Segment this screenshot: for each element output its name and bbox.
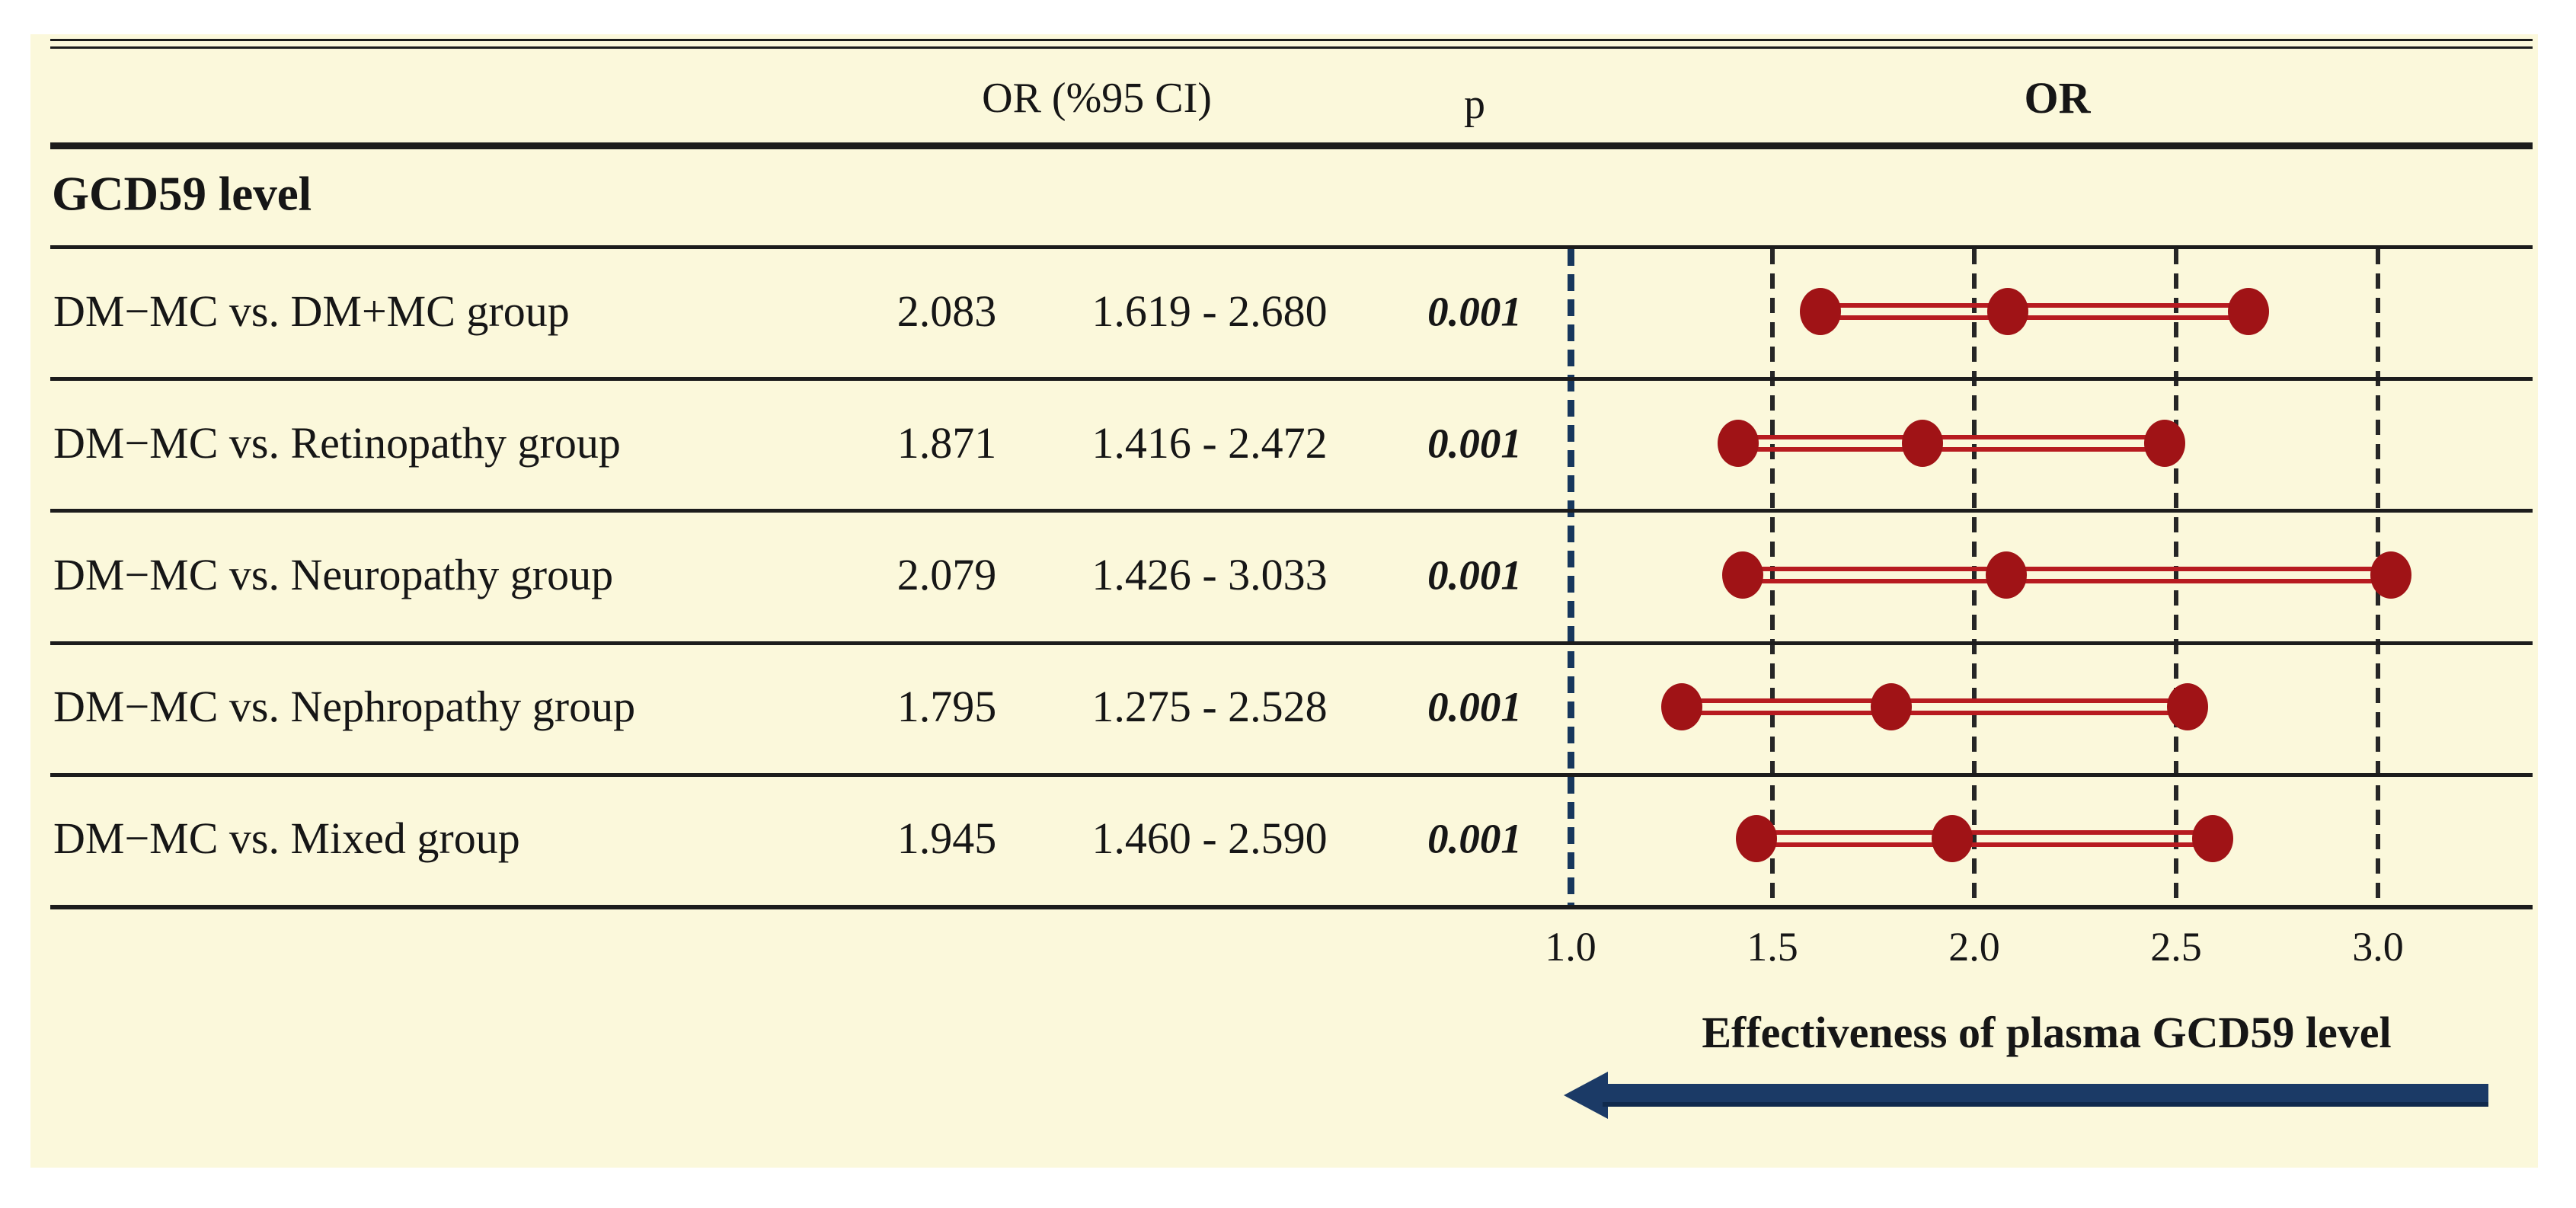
ci-connector [1820, 302, 2249, 320]
forest-plot-figure: OR (%95 CI) p OR GCD59 level DM−MC vs. D… [30, 34, 2538, 1168]
row-label: DM−MC vs. Mixed group [53, 813, 520, 864]
ci-connector [1756, 830, 2213, 848]
or-marker [1901, 419, 1943, 467]
row-separator [50, 641, 2533, 645]
or-value: 1.945 [896, 813, 997, 864]
ci-value: 1.275 - 2.528 [1091, 682, 1328, 732]
or-marker [1985, 551, 2027, 599]
ci-marker-high [2191, 815, 2233, 863]
ci-value: 1.460 - 2.590 [1091, 813, 1328, 864]
ci-connector [1681, 698, 2188, 716]
ci-value: 1.416 - 2.472 [1091, 417, 1328, 468]
or-marker [1931, 815, 1973, 863]
row-label: DM−MC vs. Nephropathy group [53, 682, 636, 732]
ci-marker-low [1721, 551, 1763, 599]
row-separator [50, 772, 2533, 777]
ci-marker-low [1718, 419, 1759, 467]
p-value: 0.001 [1427, 551, 1522, 599]
axis-tick-label: 1.0 [1545, 924, 1596, 970]
ci-connector [1738, 434, 2165, 452]
group-title: GCD59 level [52, 167, 312, 221]
ci-marker-high [2228, 287, 2270, 335]
ci-connector [1742, 567, 2392, 583]
gridline [2174, 249, 2178, 905]
row-separator [50, 509, 2533, 513]
or-value: 2.083 [896, 286, 997, 336]
p-value: 0.001 [1427, 815, 1522, 862]
or-marker [1871, 683, 1913, 731]
group-rule [50, 245, 2533, 249]
row-label: DM−MC vs. DM+MC group [53, 286, 570, 336]
axis-tick-label: 2.0 [1948, 924, 2000, 970]
or-marker [1986, 287, 2028, 335]
header-p: p [1464, 81, 1485, 128]
ci-marker-high [2144, 419, 2186, 467]
ci-marker-low [1735, 815, 1777, 863]
reference-line [1568, 249, 1574, 905]
ci-marker-high [2166, 683, 2208, 731]
gridline [1972, 249, 1977, 905]
ci-value: 1.619 - 2.680 [1091, 286, 1328, 336]
p-value: 0.001 [1427, 420, 1522, 467]
p-value: 0.001 [1427, 683, 1522, 730]
arrow-left-icon [1564, 1072, 1608, 1119]
ci-marker-low [1800, 287, 1842, 335]
or-value: 1.795 [896, 682, 997, 732]
ci-marker-high [2370, 551, 2412, 599]
p-value: 0.001 [1427, 288, 1522, 335]
header-or-ci: OR (%95 CI) [982, 75, 1212, 122]
header-plot-or: OR [2024, 73, 2091, 123]
axis-tick-label: 3.0 [2352, 924, 2404, 970]
gridline [1770, 249, 1775, 905]
axis-rule [50, 905, 2533, 909]
top-double-rule [50, 39, 2533, 49]
arrow-shaft [1603, 1084, 2488, 1107]
row-label: DM−MC vs. Neuropathy group [53, 550, 614, 599]
ci-value: 1.426 - 3.033 [1091, 550, 1328, 599]
row-separator [50, 377, 2533, 382]
row-label: DM−MC vs. Retinopathy group [53, 417, 621, 468]
header-rule [50, 142, 2533, 149]
or-value: 2.079 [896, 550, 997, 599]
axis-tick-label: 2.5 [2150, 924, 2202, 970]
axis-tick-label: 1.5 [1747, 924, 1798, 970]
axis-label: Effectiveness of plasma GCD59 level [1702, 1008, 2392, 1057]
or-value: 1.871 [896, 417, 997, 468]
ci-marker-low [1660, 683, 1702, 731]
